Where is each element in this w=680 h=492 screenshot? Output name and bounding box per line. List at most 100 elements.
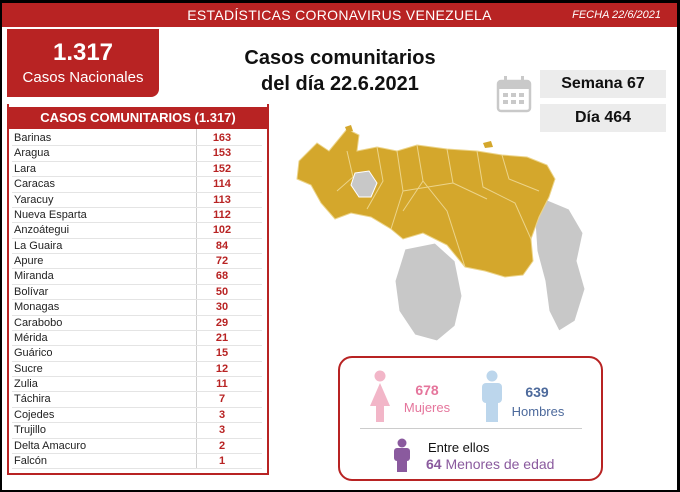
state-name: Yaracuy — [14, 193, 54, 206]
header-title: ESTADÍSTICAS CORONAVIRUS VENEZUELA — [187, 7, 492, 23]
state-name: Cojedes — [14, 408, 55, 421]
total-cases-number: 1.317 — [52, 39, 114, 66]
state-cases: 163 — [212, 132, 232, 144]
state-name: Mérida — [14, 331, 48, 344]
table-row: Lara 152 — [12, 162, 262, 178]
table-row: Bolívar 50 — [12, 285, 262, 301]
page-title-line2: del día 22.6.2021 — [261, 73, 419, 95]
table-row: Barinas 163 — [12, 131, 262, 147]
cases-table — [7, 104, 269, 475]
table-row: Carabobo 29 — [12, 316, 262, 331]
table-row: Mérida 21 — [12, 331, 262, 347]
state-cases: 68 — [215, 270, 229, 283]
table-row: Apure 72 — [12, 254, 262, 270]
state-cases: 113 — [213, 193, 231, 206]
table-row: Caracas 114 — [12, 177, 262, 193]
infographic-card: ESTADÍSTICAS CORONAVIRUS VENEZUELA FECHA… — [2, 3, 677, 490]
state-cases: 11 — [216, 378, 228, 390]
table-row: Nueva Esparta 112 — [12, 208, 262, 224]
children-count: 64 — [426, 456, 442, 472]
table-row: Falcón 1 — [12, 454, 262, 470]
state-name: Monagas — [14, 301, 60, 314]
table-row: Guárico 15 — [12, 346, 262, 362]
woman-icon — [370, 370, 390, 422]
state-cases: 30 — [215, 301, 229, 314]
demographics-box: 678 Mujeres 639 Hombres Entre ellos 64 M… — [338, 356, 603, 481]
total-cases-box: 1.317 Casos Nacionales — [7, 29, 159, 97]
men-count: 639 — [525, 384, 549, 400]
table-row: Delta Amacuro 2 — [12, 439, 262, 454]
table-row: Zulia 11 — [12, 377, 262, 393]
state-name: Guárico — [14, 347, 53, 360]
state-name: Delta Amacuro — [14, 439, 87, 452]
header-bar: ESTADÍSTICAS CORONAVIRUS VENEZUELA FECHA… — [2, 3, 677, 27]
state-name: Carabobo — [14, 316, 63, 329]
day-badge: Día 464 — [540, 104, 666, 132]
men-label: Hombres — [511, 404, 565, 419]
map-region-lake — [350, 170, 378, 198]
state-name: Apure — [14, 255, 44, 267]
women-count: 678 — [415, 382, 439, 398]
state-cases: 3 — [218, 424, 226, 437]
state-name: Táchira — [14, 393, 51, 406]
state-cases: 21 — [215, 331, 229, 344]
state-name: Sucre — [14, 362, 43, 375]
state-cases: 2 — [218, 439, 226, 452]
cases-table-title: CASOS COMUNITARIOS (1.317) — [7, 107, 269, 129]
venezuela-map — [296, 125, 586, 342]
state-cases: 153 — [212, 147, 232, 160]
state-name: Zulia — [14, 378, 38, 390]
women-label: Mujeres — [403, 400, 451, 415]
page-title: Casos comunitarios del día 22.6.2021 — [224, 45, 456, 97]
state-cases: 152 — [212, 162, 232, 175]
cases-table-rows: Barinas 163 Aragua 153 Lara 152 Caracas 114 Yara… — [12, 131, 262, 470]
week-badge: Semana 67 — [540, 70, 666, 98]
table-row: Anzoátegui 102 — [12, 223, 262, 239]
state-cases: 1 — [218, 454, 226, 467]
state-cases: 50 — [215, 285, 229, 298]
state-name: Aragua — [14, 147, 50, 160]
state-name: Lara — [14, 162, 37, 175]
state-name: Miranda — [14, 270, 54, 283]
children-count-line: 64 Menores de edad — [426, 456, 554, 472]
table-row: Yaracuy 113 — [12, 193, 262, 208]
map-region-amazonas — [394, 242, 463, 342]
state-cases: 15 — [215, 347, 229, 360]
man-icon — [482, 370, 502, 422]
header-date: FECHA 22/6/2021 — [572, 9, 661, 21]
map-island — [345, 125, 353, 132]
state-name: Anzoátegui — [14, 224, 70, 237]
map-region-main — [296, 128, 556, 278]
state-name: Nueva Esparta — [14, 208, 87, 221]
table-row: La Guaira 84 — [12, 239, 262, 254]
state-cases: 3 — [218, 408, 226, 421]
state-cases: 114 — [213, 178, 231, 191]
state-cases: 12 — [215, 362, 229, 375]
demographics-divider — [360, 428, 582, 429]
children-intro: Entre ellos — [428, 440, 490, 455]
calendar-icon — [496, 76, 532, 113]
children-label: Menores de edad — [445, 456, 555, 472]
total-cases-label: Casos Nacionales — [22, 69, 144, 86]
map-region-essequibo — [534, 198, 586, 332]
table-row: Cojedes 3 — [12, 408, 262, 424]
state-name: Trujillo — [14, 424, 46, 437]
page-title-line1: Casos comunitarios — [244, 47, 436, 69]
state-cases: 112 — [213, 208, 231, 221]
table-row: Táchira 7 — [12, 392, 262, 408]
state-name: Bolívar — [14, 285, 49, 298]
state-name: Barinas — [14, 132, 52, 144]
state-name: Falcón — [14, 454, 48, 467]
table-row: Aragua 153 — [12, 146, 262, 162]
state-cases: 29 — [215, 316, 229, 329]
column-divider — [196, 129, 197, 469]
state-cases: 84 — [215, 239, 229, 252]
child-icon — [394, 438, 410, 472]
table-row: Trujillo 3 — [12, 423, 262, 439]
table-row: Miranda 68 — [12, 269, 262, 285]
state-name: Caracas — [14, 178, 55, 191]
map-island-nueva-esparta — [483, 141, 493, 148]
state-cases: 72 — [215, 255, 229, 267]
table-row: Monagas 30 — [12, 300, 262, 316]
